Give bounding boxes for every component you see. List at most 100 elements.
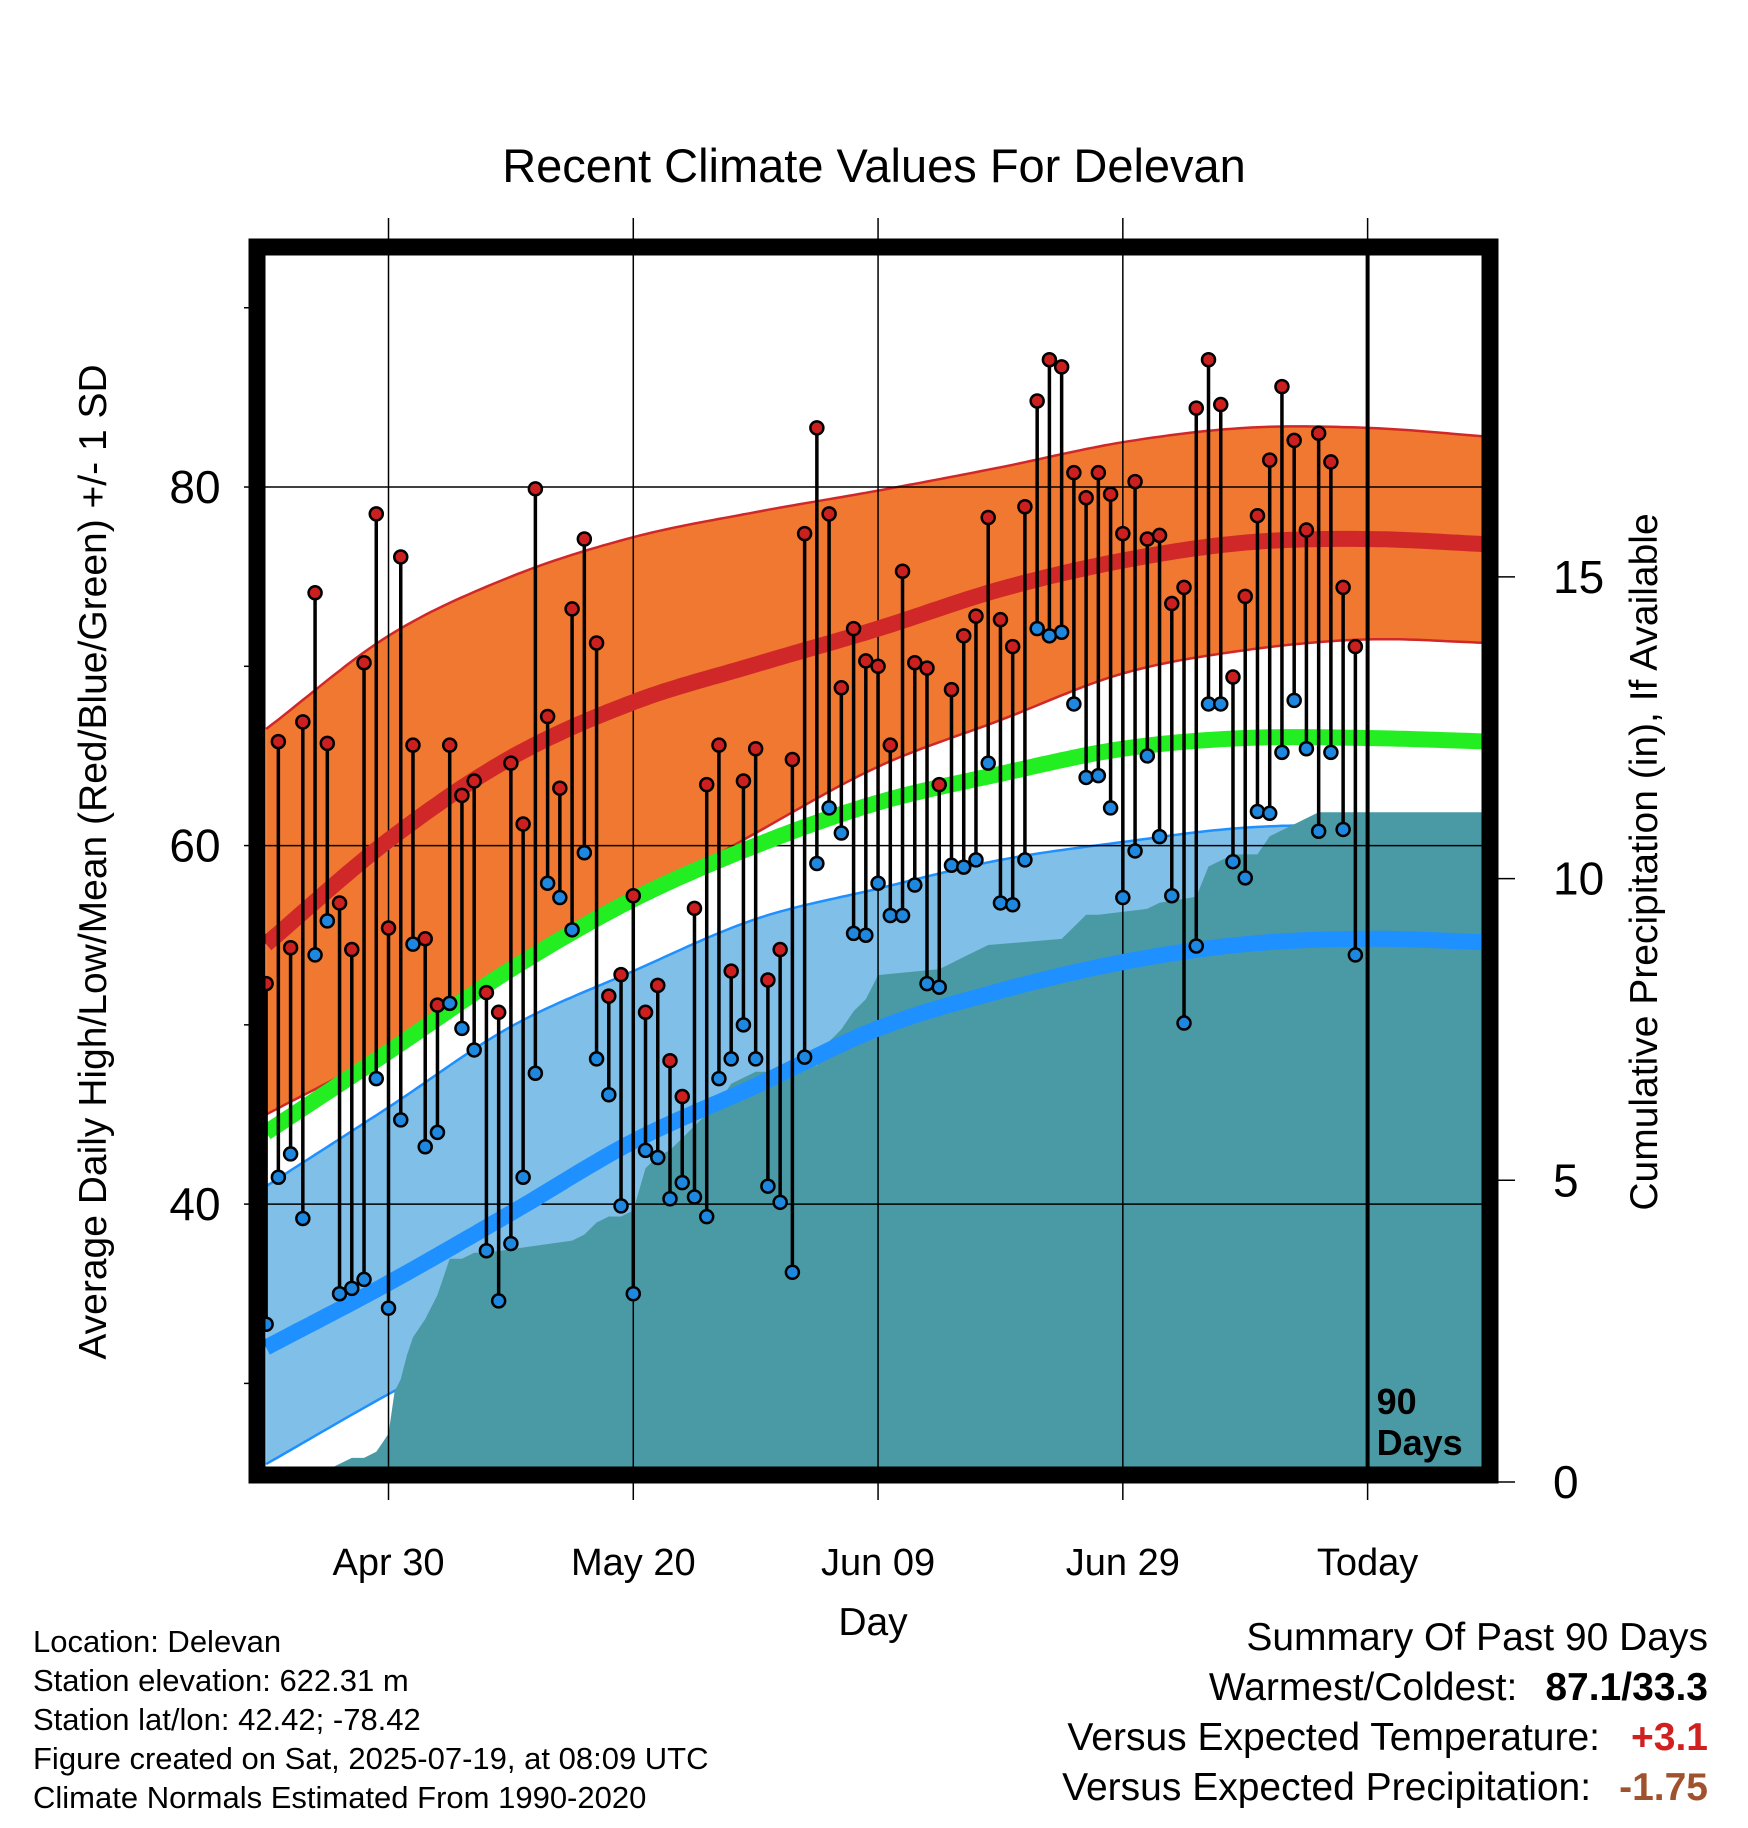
daily-high-point xyxy=(515,816,531,832)
station-info: Location: Delevan Station elevation: 622… xyxy=(33,1622,709,1817)
daily-high-point xyxy=(405,737,421,753)
daily-low-point xyxy=(601,1087,617,1103)
daily-low-point xyxy=(747,1051,764,1067)
x-axis-label: Day xyxy=(838,1601,908,1644)
daily-low-point xyxy=(760,1178,776,1194)
created-text: Figure created on Sat, 2025-07-19, at 08… xyxy=(33,1741,709,1776)
daily-low-point xyxy=(931,979,948,995)
daily-high-point xyxy=(429,997,446,1013)
daily-high-point xyxy=(490,1004,507,1021)
daily-low-point xyxy=(405,936,421,952)
daily-low-point xyxy=(1310,823,1327,839)
x-tick-label: Apr 30 xyxy=(333,1542,445,1584)
daily-low-point xyxy=(466,1042,482,1058)
daily-low-point xyxy=(858,927,874,943)
daily-high-point xyxy=(686,900,703,917)
daily-high-point xyxy=(588,635,605,651)
daily-high-point xyxy=(368,506,385,522)
daily-high-point xyxy=(747,741,764,757)
daily-high-point xyxy=(833,680,850,696)
daily-low-point xyxy=(454,1020,470,1037)
y2-axis-label: Cumulative Precipitation (in), If Availa… xyxy=(1623,513,1666,1210)
daily-low-point xyxy=(821,800,837,816)
daily-high-point xyxy=(943,681,960,698)
daily-low-point xyxy=(674,1174,690,1191)
daily-low-point xyxy=(1066,696,1082,712)
daily-high-point xyxy=(392,549,409,565)
daily-high-point xyxy=(735,773,752,789)
daily-low-point xyxy=(356,1271,372,1288)
warm-cold-label: Warmest/Coldest: xyxy=(1208,1666,1518,1709)
daily-low-point xyxy=(907,877,923,893)
daily-low-point xyxy=(833,825,850,841)
daily-high-point xyxy=(1323,454,1339,470)
y2-tick-label: 0 xyxy=(1553,1456,1579,1508)
daily-high-point xyxy=(1249,507,1266,524)
daily-high-point xyxy=(319,735,336,752)
daily-low-point xyxy=(539,875,556,891)
low-normal-line xyxy=(262,930,1491,1355)
daily-high-point xyxy=(1127,473,1143,490)
daily-high-point xyxy=(527,481,544,497)
daily-high-point xyxy=(1029,393,1045,409)
daily-low-point xyxy=(344,1280,360,1297)
daily-high-point xyxy=(662,1052,678,1069)
daily-low-point xyxy=(637,1142,654,1159)
daily-low-point xyxy=(980,755,996,771)
daily-high-point xyxy=(882,737,899,753)
daily-low-point xyxy=(723,1051,739,1067)
daily-high-point xyxy=(931,776,948,793)
daily-low-point xyxy=(809,855,825,872)
daily-low-point xyxy=(282,1146,299,1162)
temp-anomaly-label: Versus Expected Temperature: xyxy=(1067,1716,1600,1759)
daily-high-point xyxy=(380,920,397,936)
daily-low-point xyxy=(894,907,911,924)
daily-high-point xyxy=(870,658,886,675)
daily-high-point xyxy=(809,420,825,436)
elevation-text: Station elevation: 622.31 m xyxy=(33,1663,409,1698)
y2-tick-label: 10 xyxy=(1553,853,1604,905)
daily-high-point xyxy=(1200,351,1217,368)
daily-low-point xyxy=(1274,744,1290,761)
daily-high-point xyxy=(1102,486,1119,502)
daily-low-point xyxy=(772,1194,788,1211)
daily-low-point xyxy=(380,1300,397,1316)
daily-low-point xyxy=(613,1198,629,1214)
daily-low-point xyxy=(1139,748,1156,764)
daily-low-point xyxy=(1102,800,1119,816)
warm-cold-value: 87.1/33.3 xyxy=(1545,1666,1708,1709)
daily-high-point xyxy=(552,780,568,796)
daily-low-point xyxy=(331,1286,348,1302)
daily-high-point xyxy=(539,708,556,725)
daily-low-point xyxy=(1347,947,1364,963)
daily-high-point xyxy=(992,611,1009,628)
daily-high-point xyxy=(307,585,323,601)
daily-low-point xyxy=(368,1070,385,1087)
daily-low-point xyxy=(1188,938,1205,954)
daily-low-point xyxy=(527,1065,544,1082)
daily-high-point xyxy=(441,737,458,753)
daily-high-point xyxy=(454,787,470,804)
daily-low-point xyxy=(1017,852,1033,868)
plot-frame xyxy=(248,238,1499,1484)
daily-low-point xyxy=(295,1210,311,1227)
daily-high-point xyxy=(1298,522,1315,538)
today-days-number: 90 xyxy=(1377,1381,1417,1422)
daily-low-point xyxy=(588,1051,605,1067)
daily-high-point xyxy=(637,1004,654,1021)
daily-low-point xyxy=(1127,843,1143,859)
daily-low-point xyxy=(662,1190,678,1207)
daily-low-point xyxy=(552,889,568,906)
location-text: Location: Delevan xyxy=(33,1624,282,1659)
daily-low-point xyxy=(870,875,886,891)
x-tick-label: Today xyxy=(1317,1542,1418,1584)
daily-low-point xyxy=(796,1049,813,1065)
daily-high-point xyxy=(270,733,287,750)
daily-low-point xyxy=(1212,696,1229,712)
daily-high-point xyxy=(503,755,519,771)
daily-high-point xyxy=(625,888,642,904)
daily-high-point xyxy=(1115,525,1131,542)
daily-low-point xyxy=(478,1242,495,1259)
daily-low-point xyxy=(441,995,458,1012)
